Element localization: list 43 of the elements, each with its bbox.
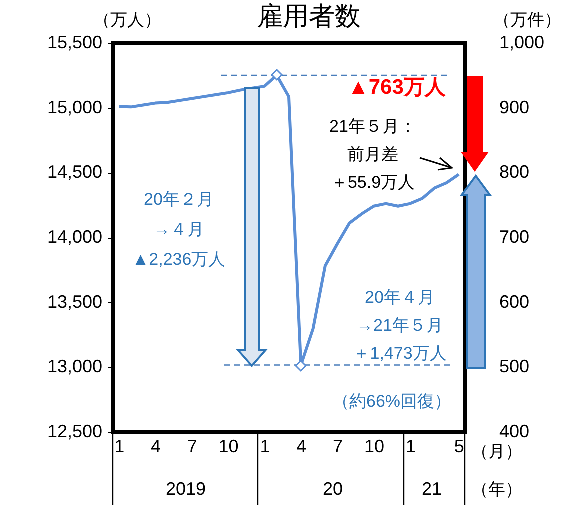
y-tick-label: 14,000 [47, 227, 102, 247]
y-tick-label: 14,500 [47, 162, 102, 182]
annotation: ▲763万人 [348, 76, 447, 99]
x-tick-label: 10 [364, 436, 384, 456]
y2-tick-label: 900 [500, 97, 530, 118]
x-tick-label: 5 [454, 436, 464, 456]
y-tick-label: 13,000 [47, 356, 102, 377]
y2-tick-label: 800 [500, 162, 530, 182]
x-tick-label: 4 [150, 436, 161, 456]
y-tick-label: 15,000 [47, 97, 102, 118]
annotation: ＋1,473万人 [353, 344, 447, 363]
x-tick-label: 1 [406, 436, 416, 456]
y2-tick-label: 600 [500, 292, 530, 312]
x-tick-label: 10 [218, 436, 239, 456]
annotation: ▲2,236万人 [132, 250, 226, 269]
text: 2019 [166, 479, 206, 499]
y2-tick-label: 400 [500, 422, 530, 442]
text: 21 [422, 479, 442, 499]
annotation: →21年５月 [356, 316, 444, 335]
annotation: 21年５月： [330, 117, 416, 136]
x-tick-label: 4 [296, 436, 307, 456]
text: 20 [322, 479, 344, 499]
x-tick-label: 7 [187, 436, 198, 456]
annotation: 20年２月 [144, 190, 214, 209]
y-tick-label: 12,500 [47, 422, 102, 442]
x-tick-label: 7 [333, 436, 344, 456]
y-axis-title: （万人） [94, 10, 162, 30]
annotation: 前月差 [348, 145, 398, 164]
y2-tick-label: 1,000 [500, 32, 545, 52]
y-tick-label: 13,500 [47, 292, 102, 312]
y2-tick-label: 700 [500, 227, 530, 247]
annotation: ＋55.9万人 [330, 173, 416, 192]
annotation: （約66%回復） [332, 392, 452, 411]
chart-title: 雇用者数 [257, 1, 361, 31]
text: （月） [472, 442, 522, 461]
annotation: →４月 [154, 220, 204, 239]
y2-axis-title: （万件） [494, 10, 562, 30]
x-tick-label: 1 [260, 436, 270, 456]
annotation: 20年４月 [365, 288, 435, 307]
y-tick-label: 15,500 [47, 32, 102, 52]
text: （年） [472, 480, 522, 499]
x-tick-label: 1 [114, 436, 125, 456]
y2-tick-label: 500 [500, 356, 530, 377]
